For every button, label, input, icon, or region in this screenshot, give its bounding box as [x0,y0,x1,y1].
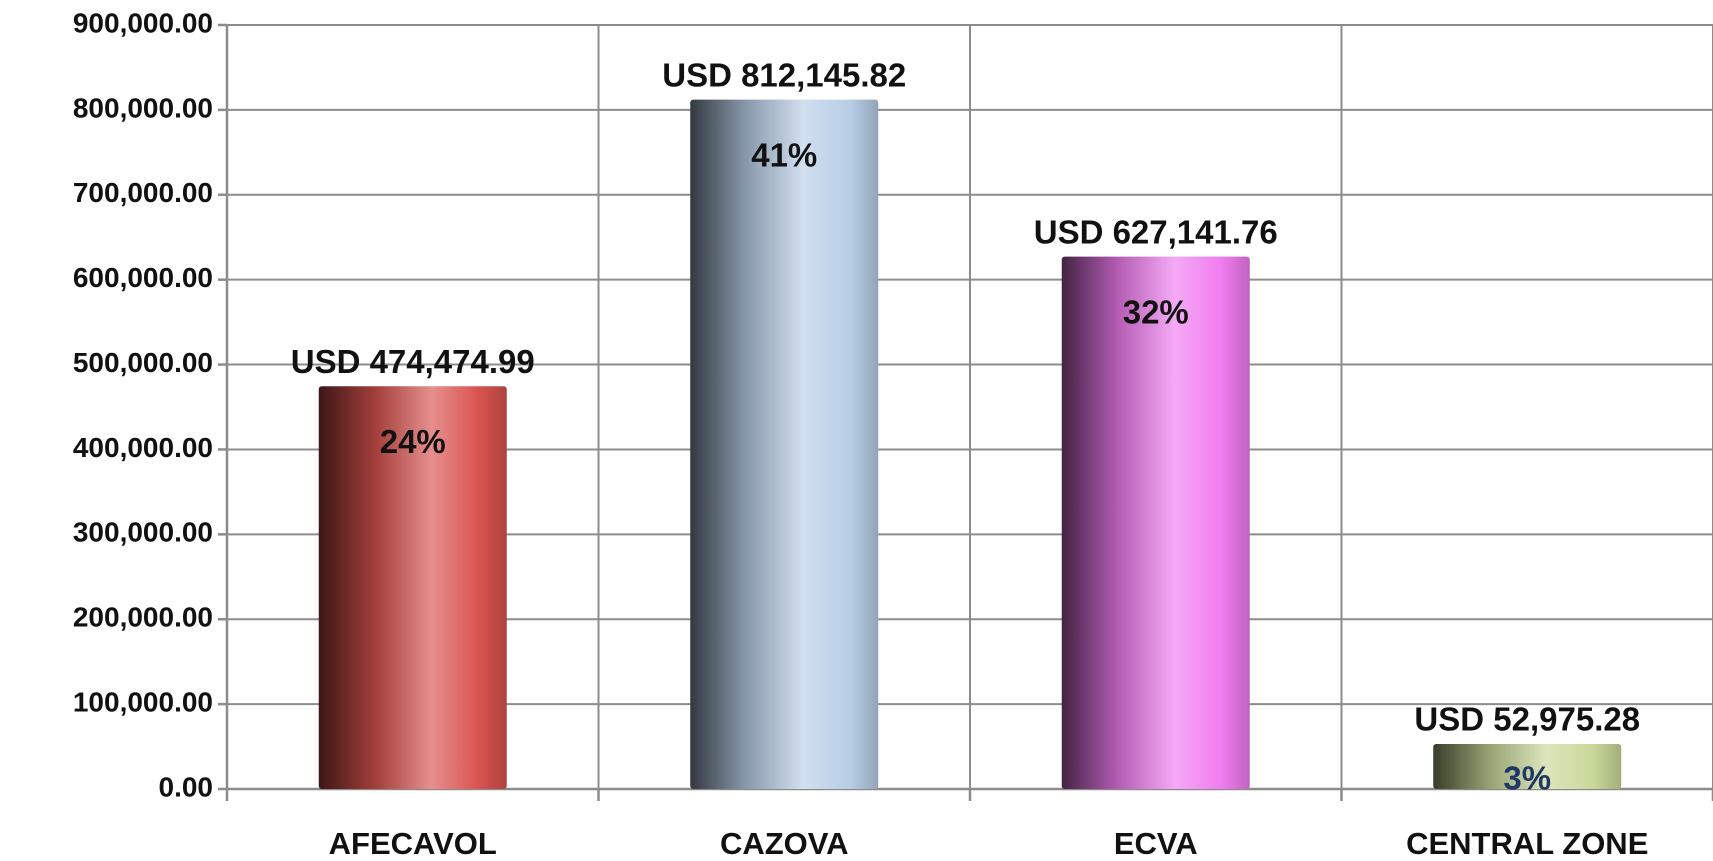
bar [690,99,879,790]
y-tick-label: 0.00 [159,771,214,802]
y-tick-label: 100,000.00 [73,687,213,718]
y-tick-label: 400,000.00 [73,432,213,463]
y-tick-label: 200,000.00 [73,602,213,633]
bar [318,386,507,789]
value-label: USD 627,141.76 [1034,213,1278,250]
y-tick-label: 700,000.00 [73,177,213,208]
y-tick-label: 500,000.00 [73,347,213,378]
value-label: USD 52,975.28 [1414,701,1640,738]
value-label: USD 812,145.82 [662,56,906,93]
x-tick-label: ECVA [1114,826,1198,861]
y-tick-label: 600,000.00 [73,262,213,293]
x-tick-label: CAZOVA [720,826,849,861]
bar [1061,256,1250,789]
y-tick-label: 300,000.00 [73,517,213,548]
x-tick-label: CENTRAL ZONE [1406,826,1648,861]
percent-label: 41% [751,136,817,173]
y-tick-label: 800,000.00 [73,92,213,123]
percent-label: 24% [380,423,446,460]
x-tick-label: AFECAVOL [329,826,497,861]
y-tick-label: 900,000.00 [73,7,213,38]
value-label: USD 474,474.99 [291,343,535,380]
bar [1433,744,1622,789]
percent-label: 3% [1503,760,1551,797]
percent-label: 32% [1123,293,1189,330]
